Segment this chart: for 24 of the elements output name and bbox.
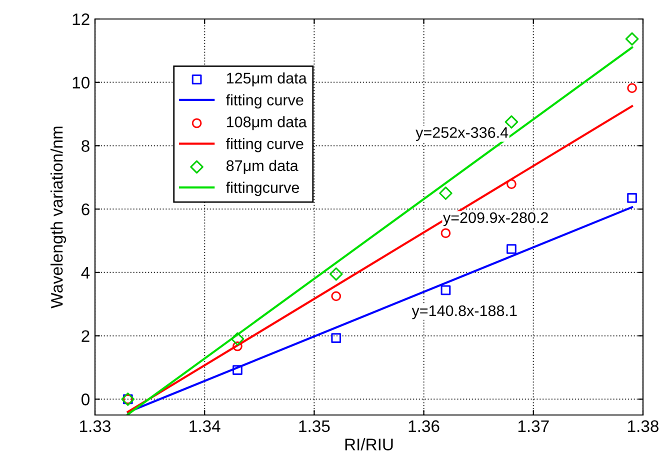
legend-label: fitting curve [226, 94, 304, 108]
x-tick-label: 1.35 [299, 420, 330, 432]
x-tick-label: 1.34 [190, 420, 220, 432]
annotation: y=140.8x-188.1 [412, 305, 517, 320]
legend-label: fitting curve [226, 138, 304, 152]
x-tick-label: 1.36 [408, 420, 440, 432]
y-tick-label: 8 [82, 140, 90, 152]
annotation: y=252x-336.4 [416, 127, 508, 141]
x-axis-title: RI/RIU [345, 438, 393, 450]
y-axis-title: Wavelength variation/nm [50, 126, 66, 308]
y-tick-label: 2 [82, 330, 90, 342]
legend-label: fittingcurve [226, 182, 300, 196]
y-tick-label: 10 [72, 76, 90, 89]
annotation: y=209.9x-280.2 [443, 212, 548, 226]
x-tick-label: 1.38 [628, 420, 658, 432]
x-tick-label: 1.33 [80, 420, 110, 432]
x-tick-label: 1.37 [518, 420, 549, 432]
y-tick-label: 6 [82, 203, 90, 216]
legend-label: 125μm data [226, 72, 307, 86]
y-tick-label: 4 [81, 267, 90, 278]
legend-label: 108μm data [226, 116, 307, 130]
legend-label: 87μm data [226, 160, 298, 174]
y-tick-label: 0 [82, 394, 90, 406]
y-tick-label: 12 [72, 13, 90, 26]
